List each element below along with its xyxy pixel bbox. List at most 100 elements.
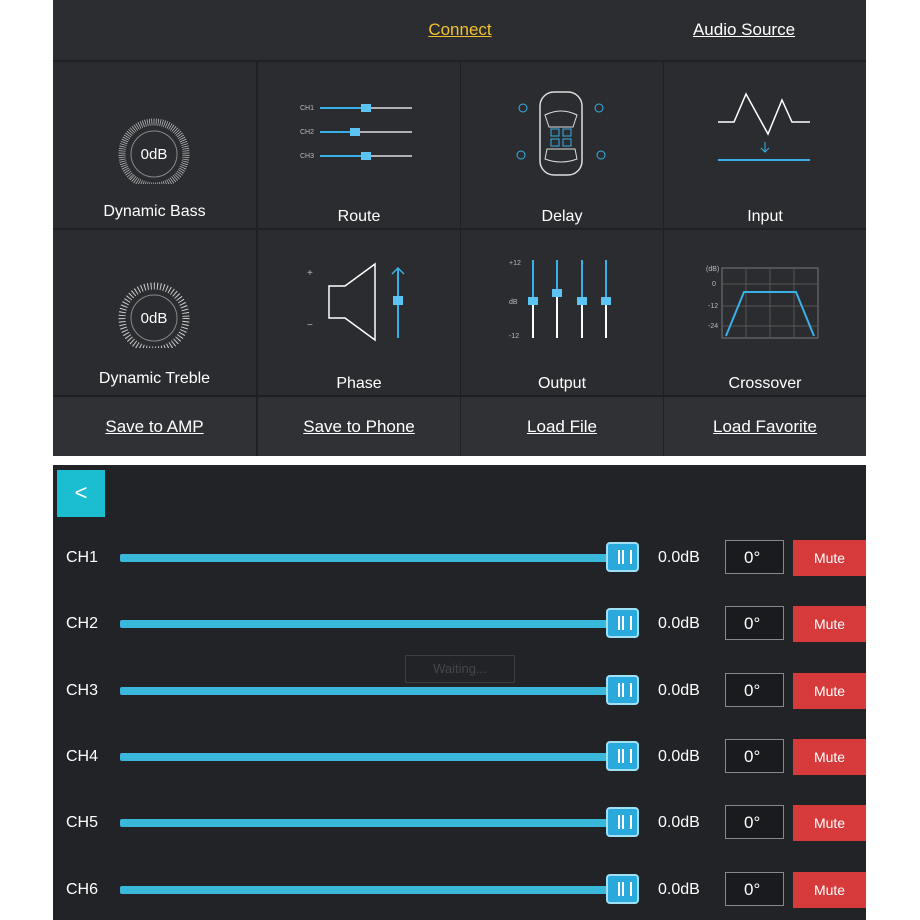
gauge-icon: 0dB: [118, 118, 190, 184]
slider-knob[interactable]: [606, 542, 639, 572]
knob-grip: [618, 815, 632, 830]
channel-row: CH5 0.0dB 0° Mute: [53, 805, 866, 842]
knob-grip: [618, 881, 632, 896]
gauge-value: 0dB: [141, 310, 168, 327]
channel-row: CH3 0.0dB 0° Mute: [53, 672, 866, 709]
knob-grip: [622, 748, 624, 763]
dynamic-bass-tile[interactable]: 0dB Dynamic Bass: [53, 62, 256, 228]
car-icon: [516, 91, 606, 176]
audio-source-link[interactable]: Audio Source: [692, 20, 796, 39]
phase-tile[interactable]: + − Phase: [258, 230, 460, 395]
tile-label: Input: [747, 208, 783, 225]
load-file-button[interactable]: Load File: [461, 397, 663, 456]
slider-track[interactable]: [120, 686, 625, 695]
header: Connect Audio Source: [53, 0, 866, 60]
mute-button[interactable]: Mute: [793, 540, 866, 576]
slider-track[interactable]: [120, 752, 625, 761]
output-scale: -12: [509, 333, 519, 340]
phase-box[interactable]: 0°: [725, 871, 784, 906]
dynamic-treble-tile[interactable]: 0dB Dynamic Treble: [53, 230, 256, 395]
level-value: 0.0dB: [658, 615, 700, 633]
phase-box[interactable]: 0°: [725, 606, 784, 641]
level-value: 0.0dB: [658, 549, 700, 566]
tile-label: Route: [337, 208, 381, 225]
route-tile[interactable]: CH1 CH2 CH3 Route: [258, 62, 460, 228]
tile-label: Delay: [541, 208, 583, 225]
input-tile[interactable]: Input: [664, 62, 866, 228]
output-icon: +12 dB -12: [509, 260, 611, 340]
channel-row: CH4 0.0dB 0° Mute: [53, 738, 866, 775]
tile-label: Crossover: [728, 375, 802, 392]
crossover-tile[interactable]: (dB) 0 -12 -24 Crossover: [664, 230, 866, 395]
channel-name: CH3: [66, 681, 99, 699]
tile-label: Phase: [336, 375, 382, 392]
knob-grip: [618, 550, 632, 564]
waiting-overlay: Waiting...: [405, 655, 515, 683]
gauge-value: 0dB: [141, 146, 168, 163]
connect-link[interactable]: Connect: [428, 20, 492, 39]
slider-knob[interactable]: [606, 873, 639, 904]
knob-grip: [622, 815, 624, 830]
crossover-scale: (dB): [706, 266, 719, 273]
tile-label: Output: [537, 375, 587, 392]
slider-knob[interactable]: [606, 807, 639, 838]
knob-grip: [618, 682, 632, 697]
delay-tile[interactable]: Delay: [461, 62, 663, 228]
slider-track[interactable]: [120, 885, 625, 894]
phase-box[interactable]: 0°: [725, 540, 784, 574]
mute-button[interactable]: Mute: [793, 738, 866, 775]
crossover-scale: 0: [712, 281, 716, 288]
mute-button[interactable]: Mute: [793, 606, 866, 643]
slider-track[interactable]: [120, 620, 625, 629]
phase-box[interactable]: 0°: [725, 805, 784, 840]
channel-row: CH2 0.0dB 0° Mute: [53, 606, 866, 643]
channel-row: CH6 0.0dB 0° Mute: [53, 871, 866, 908]
level-value: 0.0dB: [658, 814, 700, 832]
knob-grip: [622, 881, 624, 896]
slider-knob[interactable]: [606, 740, 639, 771]
crossover-scale: -24: [708, 323, 718, 330]
knob-grip: [618, 748, 632, 763]
slider-knob[interactable]: [606, 674, 639, 705]
save-to-amp-button[interactable]: Save to AMP: [53, 397, 256, 456]
channel-name: CH6: [66, 880, 99, 898]
input-icon: [718, 92, 810, 161]
output-scale: +12: [509, 260, 521, 267]
phase-box[interactable]: 0°: [725, 738, 784, 773]
knob-grip: [622, 616, 624, 631]
mute-button[interactable]: Mute: [793, 672, 866, 709]
phase-box[interactable]: 0°: [725, 672, 784, 707]
level-value: 0.0dB: [658, 681, 700, 699]
route-icon: CH1 CH2 CH3: [300, 104, 412, 160]
phase-sign: −: [307, 320, 313, 331]
output-tile[interactable]: +12 dB -12 Output: [461, 230, 663, 395]
route-channel: CH2: [300, 129, 314, 136]
channel-name: CH5: [66, 814, 99, 832]
phase-icon: + −: [307, 262, 405, 342]
tile-label: Dynamic Treble: [98, 370, 211, 387]
slider-track[interactable]: [120, 554, 625, 562]
tile-label: Dynamic Bass: [103, 203, 206, 220]
level-value: 0.0dB: [658, 880, 700, 898]
crossover-icon: (dB) 0 -12 -24: [706, 266, 819, 339]
knob-grip: [622, 550, 624, 564]
phase-sign: +: [307, 268, 313, 279]
slider-knob[interactable]: [606, 608, 639, 639]
channel-name: CH1: [66, 549, 99, 566]
knob-grip: [618, 616, 632, 631]
channel-name: CH4: [66, 747, 99, 765]
channel-name: CH2: [66, 615, 99, 633]
slider-track[interactable]: [120, 819, 625, 828]
level-value: 0.0dB: [658, 747, 700, 765]
load-favorite-button[interactable]: Load Favorite: [664, 397, 866, 456]
output-scale: dB: [509, 299, 518, 306]
back-button[interactable]: <: [57, 470, 105, 517]
crossover-scale: -12: [708, 303, 718, 310]
gauge-icon: 0dB: [118, 282, 190, 348]
channel-row: CH1 0.0dB 0° Mute: [53, 540, 866, 576]
mute-button[interactable]: Mute: [793, 805, 866, 842]
save-to-phone-button[interactable]: Save to Phone: [258, 397, 460, 456]
knob-grip: [622, 682, 624, 697]
mute-button[interactable]: Mute: [793, 871, 866, 908]
